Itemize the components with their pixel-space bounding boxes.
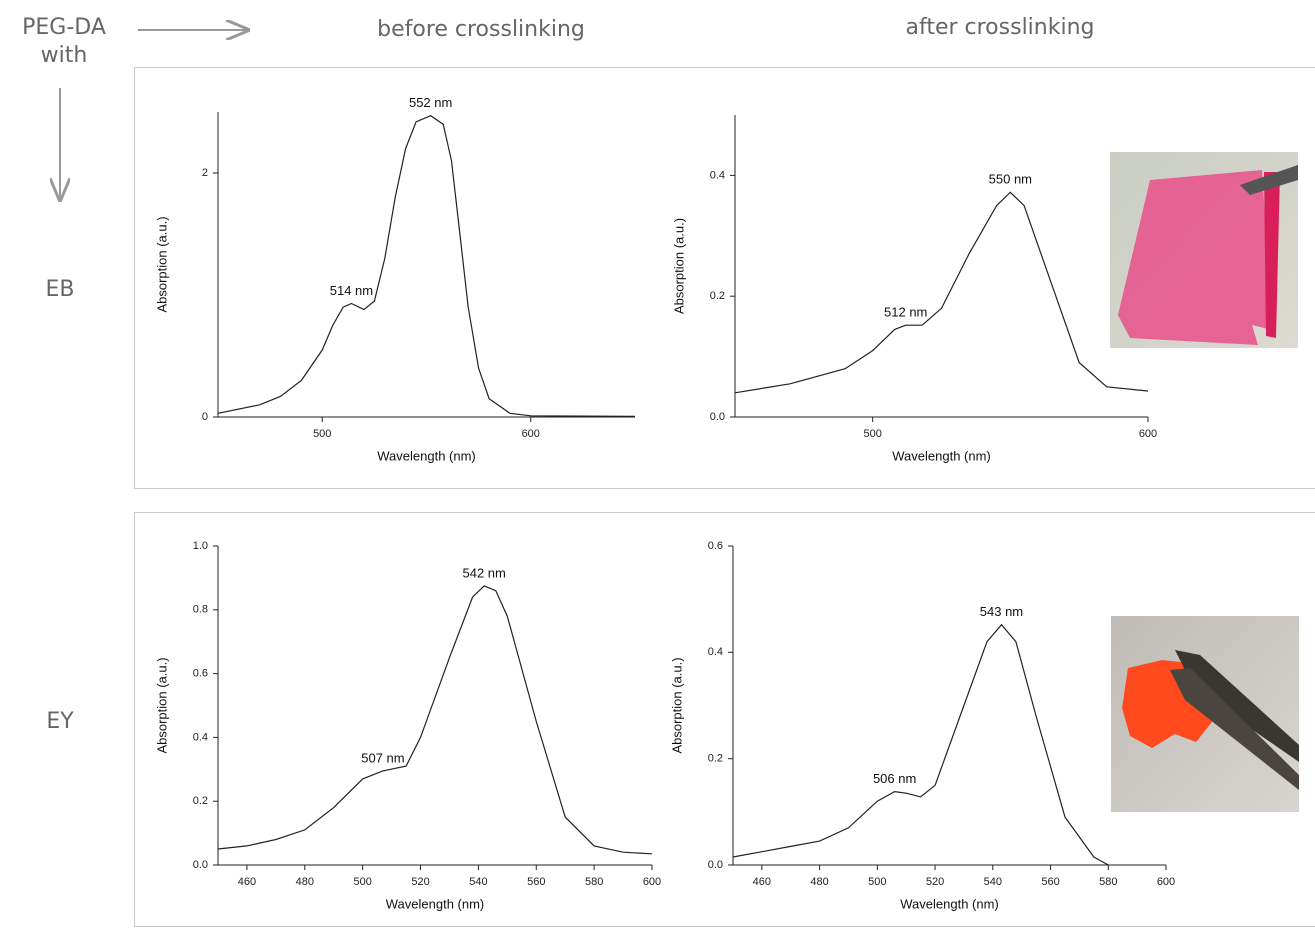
x-axis-label: Wavelength (nm): [377, 448, 476, 463]
y-axis-label: Absorption (a.u.): [671, 218, 686, 314]
x-tick-label: 600: [1139, 428, 1157, 440]
row-header: EB: [46, 277, 75, 302]
annotation: 552 nm: [409, 95, 452, 110]
row-header: EY: [46, 709, 74, 734]
y-tick-label: 0.8: [193, 604, 208, 616]
annotation: 507 nm: [361, 750, 404, 765]
x-tick-label: 480: [810, 876, 828, 888]
y-tick-label: 0.2: [710, 290, 725, 302]
x-tick-label: 500: [313, 428, 331, 440]
x-axis-label: Wavelength (nm): [892, 448, 991, 463]
x-tick-label: 600: [522, 428, 540, 440]
y-tick-label: 1.0: [193, 540, 208, 552]
corner-label: with: [41, 43, 88, 68]
x-tick-label: 560: [527, 876, 545, 888]
x-tick-label: 460: [753, 876, 771, 888]
y-tick-label: 0.2: [708, 753, 723, 765]
annotation: 542 nm: [462, 565, 505, 580]
photo: [1110, 152, 1298, 348]
x-tick-label: 500: [353, 876, 371, 888]
y-tick-label: 2: [202, 167, 208, 179]
x-tick-label: 460: [238, 876, 256, 888]
x-axis-label: Wavelength (nm): [900, 896, 999, 911]
x-tick-label: 520: [411, 876, 429, 888]
y-tick-label: 0.6: [708, 540, 723, 552]
y-axis-label: Absorption (a.u.): [669, 657, 684, 753]
x-tick-label: 500: [868, 876, 886, 888]
x-tick-label: 580: [1099, 876, 1117, 888]
column-header: after crosslinking: [905, 15, 1094, 40]
y-tick-label: 0.2: [193, 795, 208, 807]
panel: [134, 67, 1315, 489]
x-tick-label: 540: [469, 876, 487, 888]
column-header: before crosslinking: [377, 17, 585, 42]
y-tick-label: 0: [202, 411, 208, 423]
y-tick-label: 0.0: [710, 411, 725, 423]
y-tick-label: 0.4: [710, 169, 725, 181]
data-line: [217, 115, 636, 417]
x-tick-label: 540: [984, 876, 1002, 888]
annotation: 514 nm: [330, 283, 373, 298]
corner-label: PEG-DA: [22, 15, 106, 40]
x-axis-label: Wavelength (nm): [386, 896, 485, 911]
y-tick-label: 0.0: [708, 859, 723, 871]
x-tick-label: 500: [863, 428, 881, 440]
data-line: [732, 623, 1109, 866]
x-tick-label: 560: [1041, 876, 1059, 888]
x-tick-label: 480: [296, 876, 314, 888]
x-tick-label: 600: [1157, 876, 1175, 888]
annotation: 512 nm: [884, 305, 927, 320]
panel: [134, 512, 1315, 927]
x-tick-label: 600: [643, 876, 661, 888]
y-tick-label: 0.0: [193, 859, 208, 871]
annotation: 550 nm: [989, 172, 1032, 187]
data-line: [734, 191, 1149, 394]
y-tick-label: 0.4: [193, 731, 208, 743]
y-tick-label: 0.6: [193, 668, 208, 680]
y-axis-label: Absorption (a.u.): [154, 657, 169, 753]
x-tick-label: 520: [926, 876, 944, 888]
y-tick-label: 0.4: [708, 646, 723, 658]
annotation: 543 nm: [980, 604, 1023, 619]
data-line: [217, 585, 653, 855]
x-tick-label: 580: [585, 876, 603, 888]
photo: [1111, 616, 1299, 812]
y-axis-label: Absorption (a.u.): [154, 216, 169, 312]
annotation: 506 nm: [873, 771, 916, 786]
